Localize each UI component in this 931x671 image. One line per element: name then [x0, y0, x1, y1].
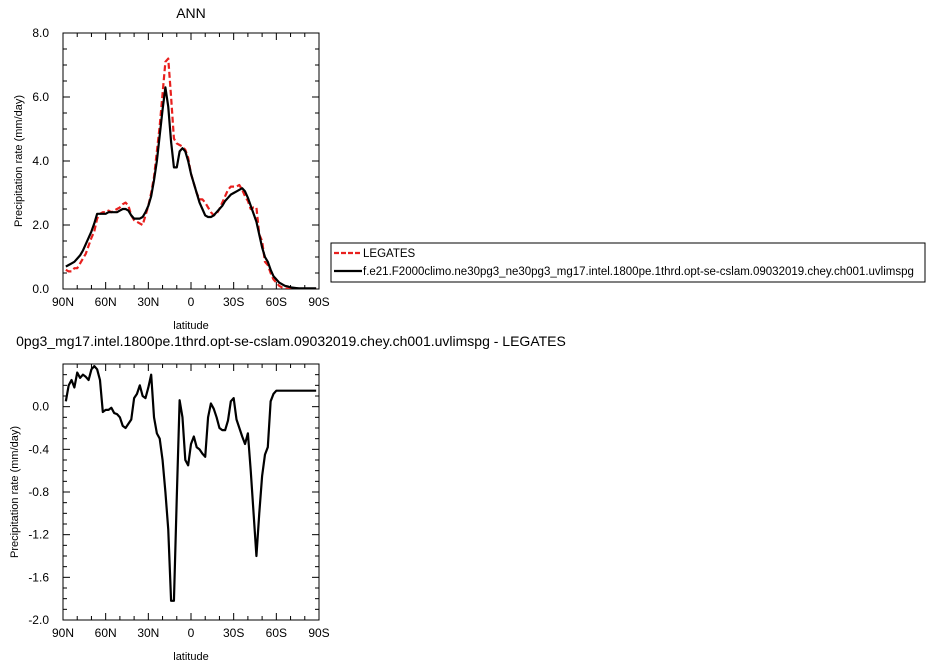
- top-x-tick-label: 60N: [95, 295, 117, 309]
- top-series-line-model: [65, 86, 317, 289]
- bottom-x-tick-label: 60S: [266, 626, 287, 640]
- top-y-axis-label: Precipitation rate (mm/day): [13, 95, 25, 227]
- top-x-tick-label: 90N: [52, 295, 74, 309]
- bottom-panel: 0pg3_mg17.intel.1800pe.1thrd.opt-se-csla…: [9, 333, 566, 663]
- bottom-y-tick-label: -2.0: [28, 613, 49, 627]
- top-chart-title: ANN: [176, 5, 206, 21]
- bottom-y-tick-label: -0.4: [28, 442, 49, 456]
- bottom-x-tick-label: 60N: [95, 626, 117, 640]
- top-x-tick-label: 60S: [266, 295, 287, 309]
- top-x-tick-label: 0: [188, 295, 195, 309]
- top-x-tick-label: 30N: [137, 295, 159, 309]
- bottom-series-line-difference: [64, 365, 317, 602]
- bottom-x-tick-label: 90S: [308, 626, 329, 640]
- top-x-tick-label: 90S: [308, 295, 329, 309]
- bottom-x-tick-label: 30S: [223, 626, 244, 640]
- legend-entry-label: LEGATES: [363, 248, 416, 260]
- bottom-x-tick-label: 30N: [137, 626, 159, 640]
- top-y-tick-label: 2.0: [32, 218, 49, 232]
- top-x-tick-label: 30S: [223, 295, 244, 309]
- top-y-tick-label: 0.0: [32, 282, 49, 296]
- bottom-y-tick-label: -0.8: [28, 485, 49, 499]
- bottom-y-tick-label: -1.2: [28, 528, 49, 542]
- bottom-x-tick-label: 0: [188, 626, 195, 640]
- bottom-y-tick-label: 0.0: [32, 400, 49, 414]
- bottom-x-axis-label: latitude: [173, 651, 208, 663]
- bottom-y-axis-label: Precipitation rate (mm/day): [9, 426, 21, 558]
- bottom-y-tick-label: -1.6: [28, 570, 49, 584]
- top-plot-frame: [62, 32, 320, 290]
- top-x-axis-label: latitude: [173, 320, 208, 332]
- bottom-chart-title: 0pg3_mg17.intel.1800pe.1thrd.opt-se-csla…: [16, 333, 566, 349]
- legend-box: [330, 242, 926, 283]
- top-y-tick-label: 6.0: [32, 90, 49, 104]
- top-panel: ANN 90N 60N 30N 0 30S 60S 90S 0.0 2.0 4.0 6.0 8.0 lat…: [13, 5, 330, 332]
- bottom-x-tick-label: 90N: [52, 626, 74, 640]
- top-y-tick-label: 8.0: [32, 26, 49, 40]
- top-y-tick-label: 4.0: [32, 154, 49, 168]
- legend: LEGATES f.e21.F2000climo.ne30pg3_ne30pg3_…: [330, 242, 926, 283]
- legend-entry-label: f.e21.F2000climo.ne30pg3_ne30pg3_mg17.in…: [363, 266, 914, 278]
